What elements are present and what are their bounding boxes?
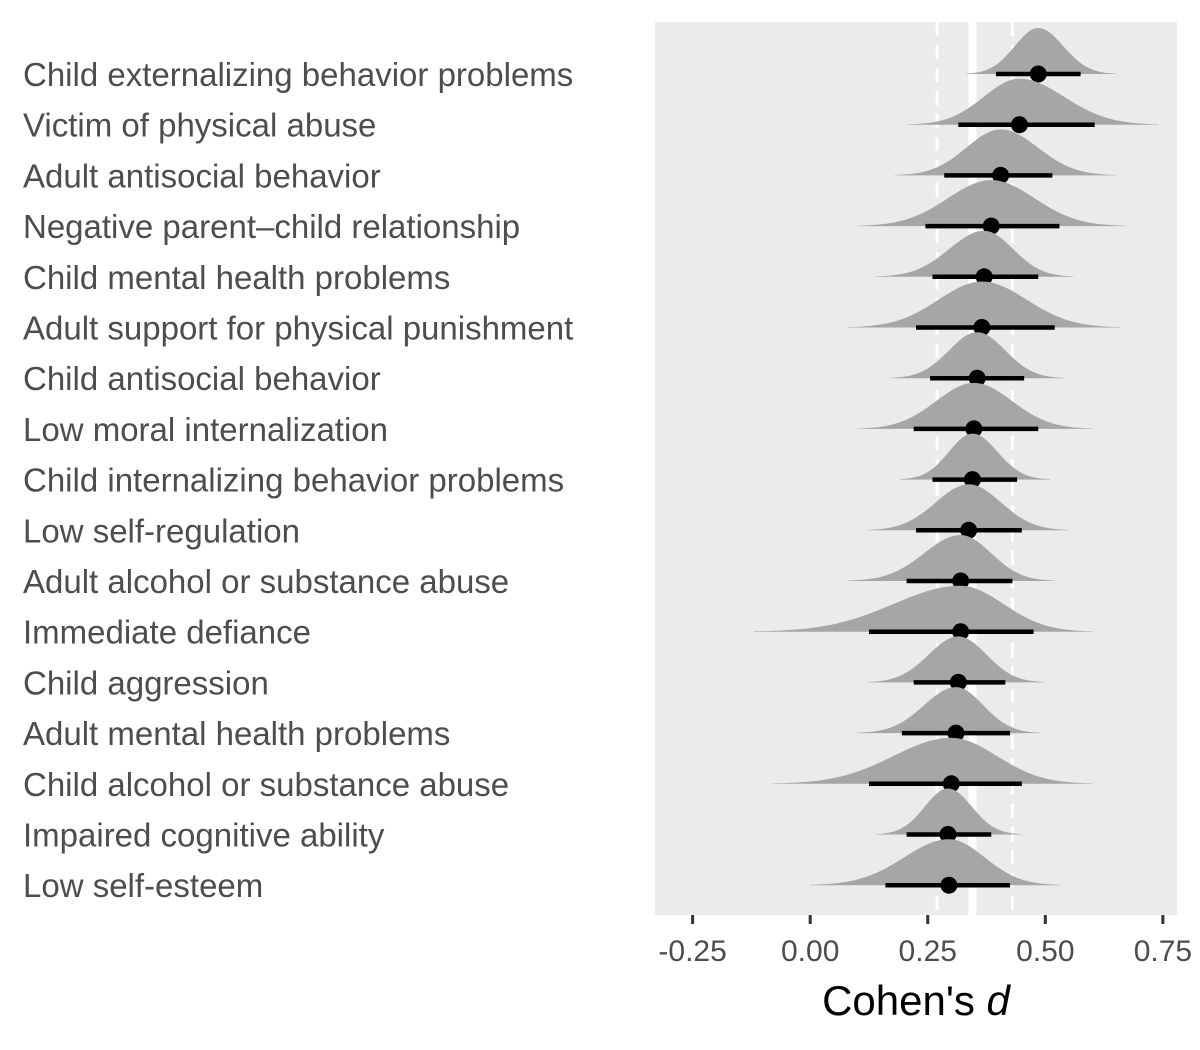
row-label: Child alcohol or substance abuse: [23, 766, 509, 803]
forest-row: [866, 484, 1069, 539]
forest-row: [965, 28, 1116, 83]
row-label: Low self-regulation: [23, 512, 300, 549]
density-shape: [894, 129, 1116, 176]
forest-rows: [753, 28, 1159, 894]
point-estimate: [982, 217, 1000, 235]
row-label: Impaired cognitive ability: [23, 817, 385, 854]
x-axis: -0.25 0.00 0.25 0.50 0.75: [658, 915, 1192, 968]
forest-row: [847, 535, 1055, 590]
point-estimate: [939, 826, 957, 843]
forest-row: [772, 737, 1093, 793]
density-shape: [857, 382, 1093, 429]
point-estimate: [1010, 116, 1028, 134]
row-label: Child externalizing behavior problems: [23, 56, 573, 93]
row-label: Adult support for physical punishment: [23, 310, 573, 347]
forest-row: [753, 585, 1093, 641]
density-shape: [857, 687, 1041, 734]
point-estimate: [992, 166, 1010, 184]
row-label: Child internalizing behavior problems: [23, 462, 564, 499]
point-estimate: [952, 623, 970, 641]
forest-row: [857, 382, 1093, 438]
x-axis-title-main: Cohen's: [822, 977, 986, 1024]
forest-row: [876, 788, 1022, 843]
point-estimate: [968, 369, 986, 387]
density-shape: [772, 737, 1093, 784]
row-label: Victim of physical abuse: [23, 107, 376, 144]
point-estimate: [975, 268, 993, 286]
forest-row: [876, 230, 1074, 286]
density-shape: [890, 332, 1065, 379]
density-shape: [847, 535, 1055, 581]
x-axis-title-italic: d: [987, 977, 1012, 1024]
density-shape: [965, 28, 1116, 74]
point-estimate: [1029, 65, 1047, 83]
row-label: Immediate defiance: [23, 614, 311, 651]
density-shape: [908, 78, 1159, 125]
forest-row: [857, 687, 1041, 742]
forest-row: [810, 839, 1060, 894]
density-shape: [857, 180, 1126, 227]
density-shape: [753, 585, 1093, 632]
point-estimate: [949, 673, 967, 691]
point-estimate: [963, 471, 981, 489]
density-shape: [876, 230, 1074, 277]
forest-row: [847, 281, 1121, 336]
point-estimate: [952, 572, 970, 590]
point-estimate: [973, 319, 991, 336]
row-label: Child aggression: [23, 664, 269, 701]
x-tick-label: 0.00: [781, 935, 839, 968]
density-shape: [847, 281, 1121, 328]
row-label: Low self-esteem: [23, 867, 263, 904]
density-shape: [876, 788, 1022, 835]
row-label: Child mental health problems: [23, 259, 450, 296]
row-labels: Child externalizing behavior problems Vic…: [23, 56, 573, 904]
x-axis-title: Cohen's d: [822, 977, 1011, 1024]
x-tick-label: 0.50: [1016, 935, 1074, 968]
point-estimate: [940, 876, 958, 894]
row-label: Adult antisocial behavior: [23, 157, 381, 194]
forest-row: [866, 636, 1046, 691]
density-shape: [866, 484, 1069, 531]
forest-row: [899, 433, 1050, 489]
point-estimate: [965, 420, 983, 438]
forest-row: [894, 129, 1116, 184]
row-label: Adult mental health problems: [23, 715, 450, 752]
row-label: Low moral internalization: [23, 411, 388, 448]
density-shape: [810, 839, 1060, 886]
forest-row: [890, 332, 1065, 387]
point-estimate: [942, 775, 960, 793]
x-tick-label: -0.25: [658, 935, 726, 968]
x-tick-label: 0.25: [899, 935, 957, 968]
x-tick-label: 0.75: [1134, 935, 1192, 968]
row-label: Negative parent–child relationship: [23, 208, 520, 245]
point-estimate: [947, 724, 965, 742]
point-estimate: [960, 521, 978, 539]
forest-row: [857, 180, 1126, 235]
density-shape: [899, 433, 1050, 480]
row-label: Adult alcohol or substance abuse: [23, 563, 509, 600]
row-label: Child antisocial behavior: [23, 360, 381, 397]
forest-row: [908, 78, 1159, 134]
density-shape: [866, 636, 1046, 683]
